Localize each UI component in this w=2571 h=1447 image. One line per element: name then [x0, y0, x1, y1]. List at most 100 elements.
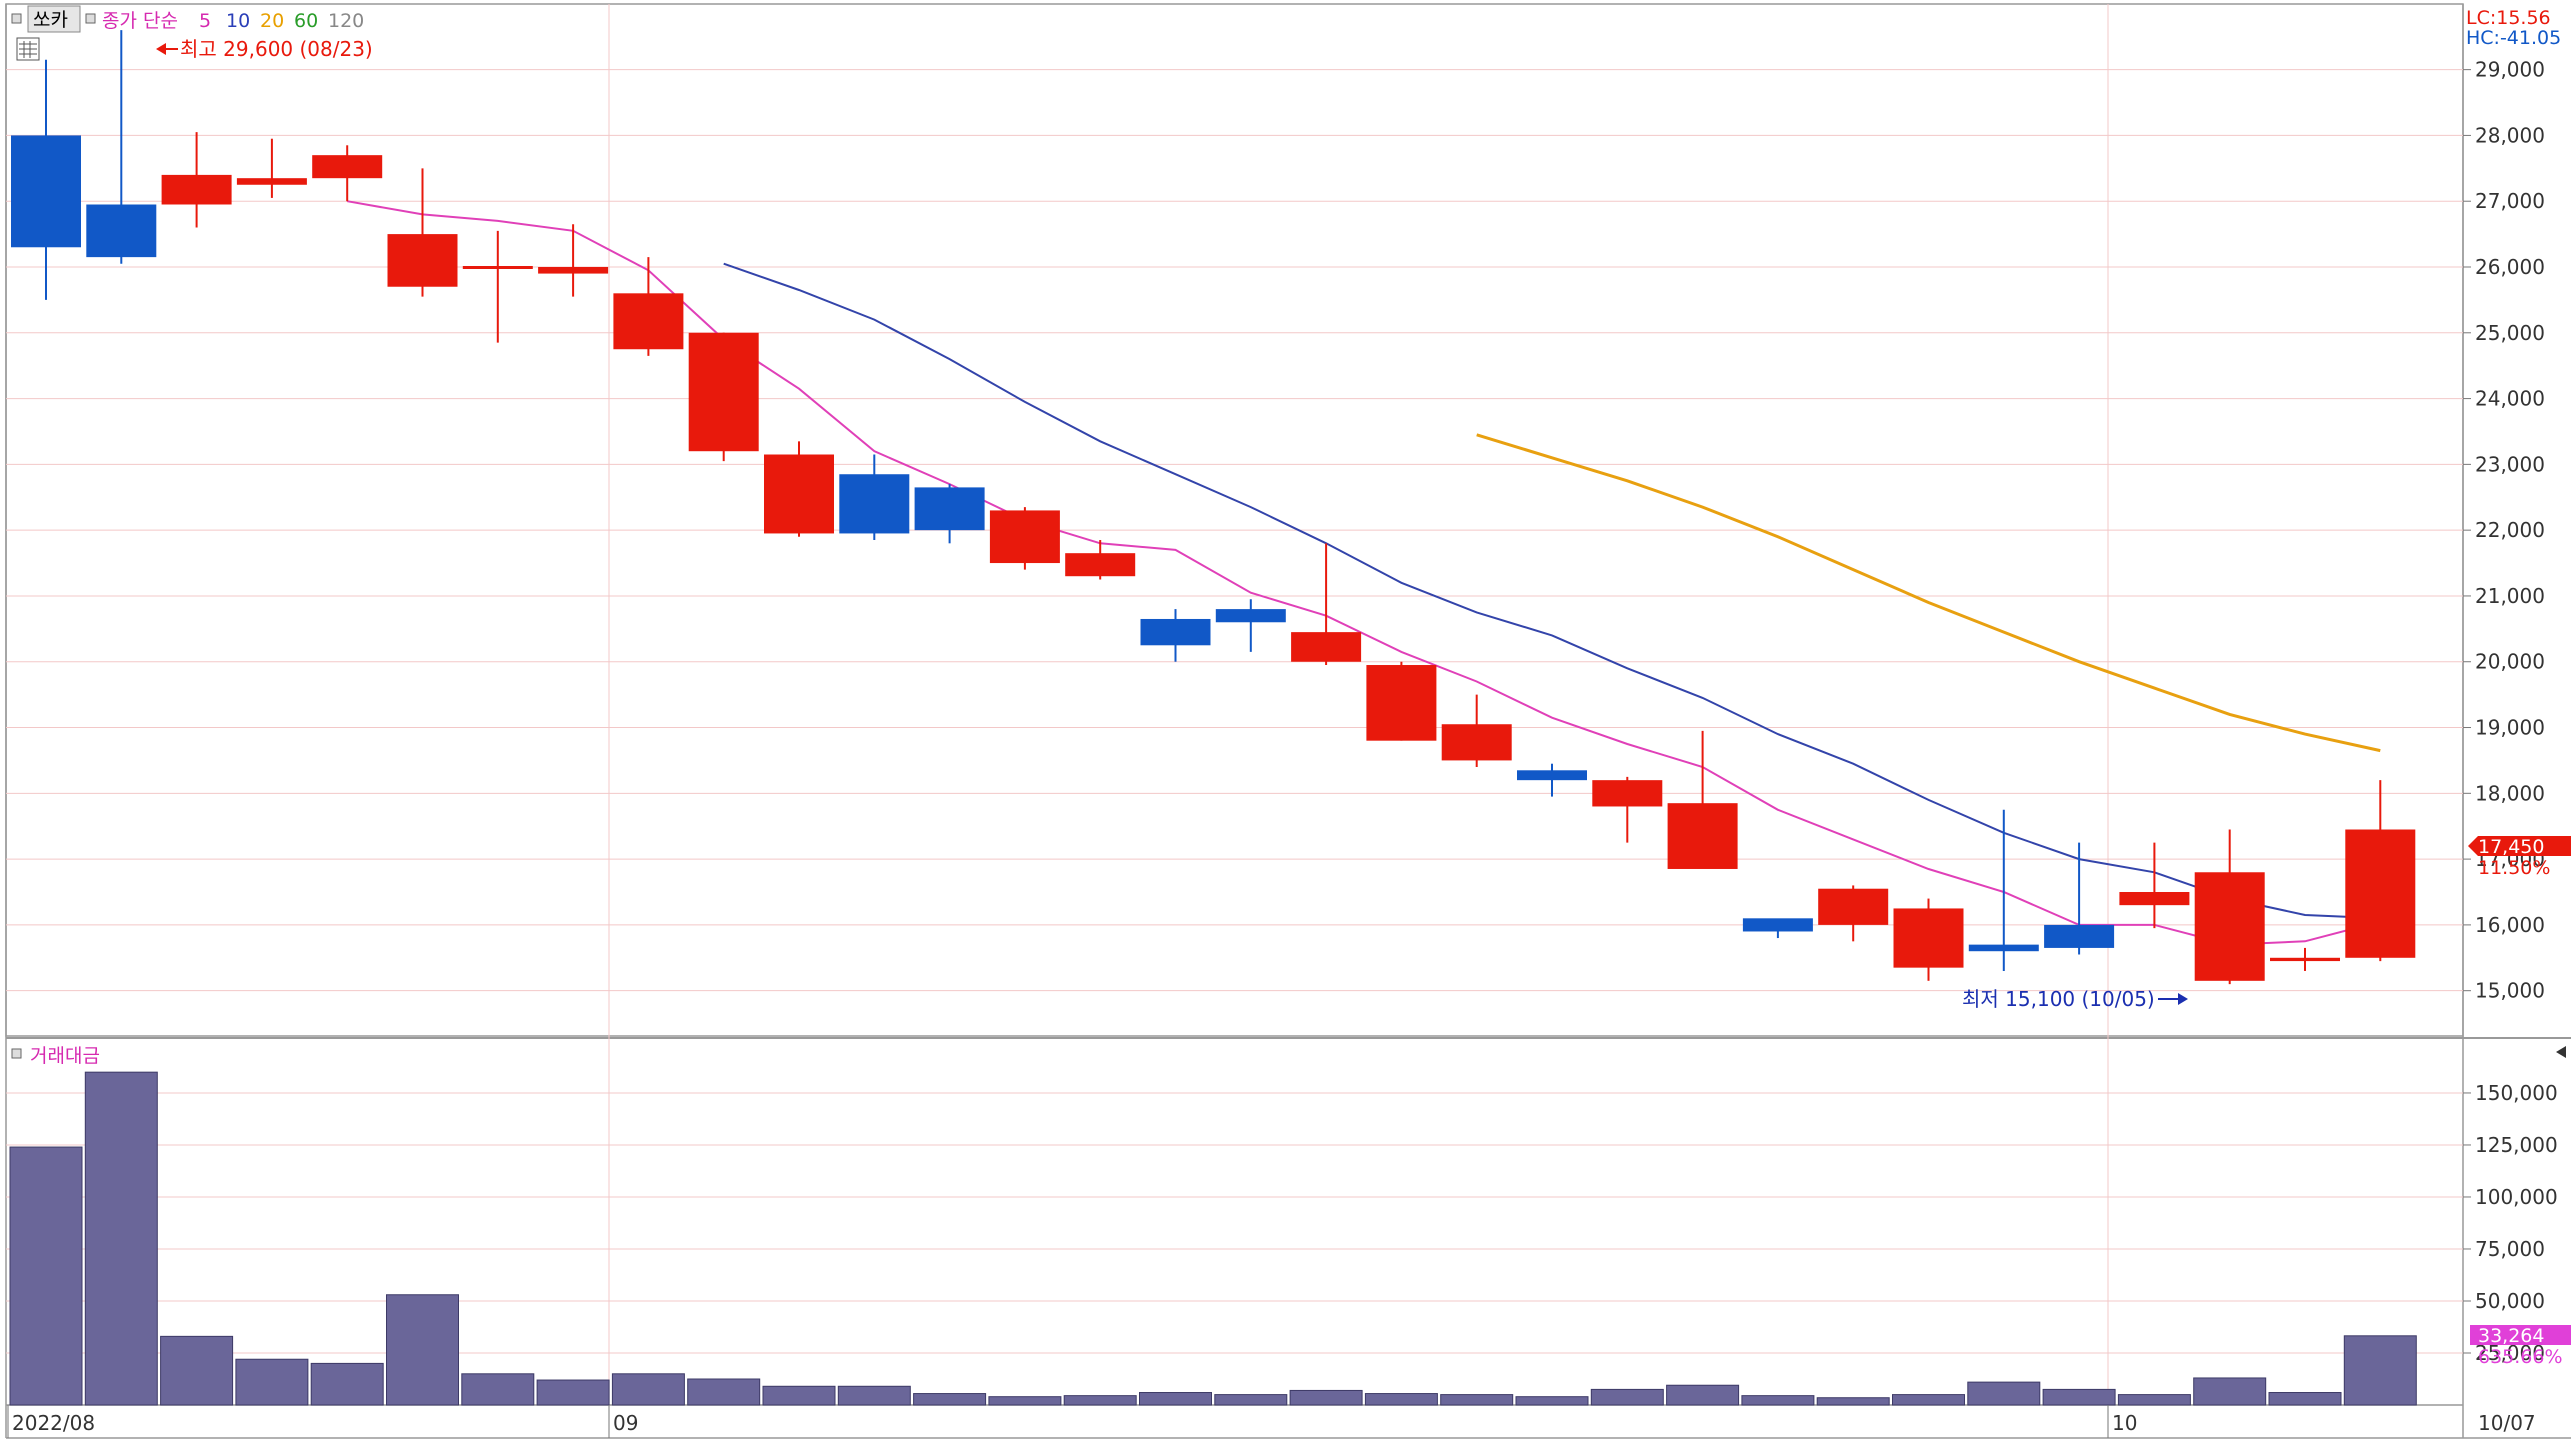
candle-body [914, 487, 985, 531]
candle [2345, 780, 2416, 962]
volume-bar [2268, 1392, 2342, 1406]
volume-value-tag: 33,264 [2470, 1325, 2571, 1347]
date-tick-label: 2022/08 [12, 1411, 95, 1435]
volume-tick-label: 125,000 [2475, 1133, 2558, 1157]
candle [2119, 842, 2190, 929]
candle [2194, 829, 2265, 985]
candle-body [11, 135, 81, 248]
volume-tick-label: 150,000 [2475, 1081, 2558, 1105]
candle-body [2119, 892, 2190, 906]
date-tick-label: 10/07 [2478, 1411, 2536, 1435]
volume-bar [1666, 1384, 1740, 1406]
volume-square-icon[interactable] [11, 1048, 22, 1059]
candle-body [312, 155, 383, 179]
volume-bar [2117, 1394, 2191, 1406]
candle-body [613, 293, 684, 350]
candle [1291, 543, 1362, 666]
candle-body [1366, 665, 1437, 741]
volume-bar [2193, 1377, 2267, 1406]
volume-tick-label: 50,000 [2475, 1289, 2545, 1313]
candle-body [989, 510, 1060, 564]
candle-body [462, 266, 533, 269]
candle-body [688, 332, 759, 452]
candle [1517, 763, 1587, 797]
volume-bar [1289, 1389, 1363, 1406]
candle [914, 484, 985, 544]
candle-body [236, 178, 307, 185]
stock-name-box[interactable]: 쏘카 [27, 5, 81, 33]
candle [2270, 947, 2340, 971]
volume-bar [1967, 1381, 2041, 1406]
price-tick-label: 16,000 [2475, 913, 2545, 937]
ma-layer [347, 200, 2381, 946]
candle-body [1441, 724, 1512, 761]
candle-body [839, 474, 910, 534]
candle [1592, 776, 1663, 843]
volume-bar [461, 1373, 535, 1406]
ma-square-icon[interactable] [85, 13, 96, 24]
candle-body [1968, 944, 2039, 952]
volume-bar [1816, 1397, 1890, 1406]
ma-period-20[interactable]: 20 [260, 10, 284, 32]
candle [11, 59, 81, 300]
volume-bar [1590, 1388, 1664, 1406]
candle-body [1742, 918, 1813, 932]
calculator-icon[interactable] [16, 37, 40, 61]
candle-body [1065, 553, 1136, 577]
volume-bar [1741, 1395, 1815, 1406]
candle [462, 230, 533, 343]
ma-period-10[interactable]: 10 [226, 10, 250, 32]
candle-body [86, 204, 157, 258]
candle [161, 132, 232, 228]
ma-title: 종가 단순 [102, 10, 178, 32]
date-tick-label: 10 [2112, 1411, 2137, 1435]
volume-pct: 635.66% [2478, 1346, 2563, 1368]
volume-bar [9, 1146, 83, 1406]
menu-square-icon[interactable] [11, 13, 22, 24]
candle [1441, 694, 1512, 767]
volume-value: 33,264 [2478, 1325, 2544, 1347]
price-tick-label: 23,000 [2475, 452, 2545, 476]
candle-body [538, 267, 609, 274]
candle-body [2270, 957, 2340, 962]
candle-body [764, 454, 834, 534]
candle [312, 145, 383, 202]
ma5-line [347, 200, 2381, 946]
volume-bar [1139, 1392, 1212, 1406]
volume-bar [762, 1385, 836, 1406]
candle-body [1893, 908, 1964, 968]
ma20-line [1476, 433, 2381, 753]
ma-period-5[interactable]: 5 [199, 10, 211, 32]
volume-bar [913, 1393, 987, 1406]
price-tick-label: 21,000 [2475, 584, 2545, 608]
ma-period-120[interactable]: 120 [328, 10, 364, 32]
price-tick-label: 29,000 [2475, 58, 2545, 82]
price-tick-label: 26,000 [2475, 255, 2545, 279]
price-tick-label: 27,000 [2475, 189, 2545, 213]
volume-bar [1892, 1394, 1965, 1406]
candle [1968, 809, 2039, 971]
volume-bar [310, 1362, 384, 1406]
candle-body [1517, 770, 1587, 781]
volume-bar [536, 1379, 610, 1406]
candle [1893, 898, 1964, 981]
volume-bar [687, 1378, 761, 1406]
high-marker: 최고 29,600 (08/23) [156, 37, 373, 61]
volume-bar [611, 1373, 685, 1406]
current-price-tag: 17,450 [2468, 836, 2571, 858]
volume-bar [1364, 1393, 1438, 1406]
collapse-triangle-icon[interactable] [2556, 1046, 2566, 1058]
volume-tick-label: 75,000 [2475, 1237, 2545, 1261]
volume-bar [988, 1396, 1062, 1406]
ma-period-60[interactable]: 60 [294, 10, 318, 32]
candle [688, 332, 759, 462]
candle-body [2194, 872, 2265, 981]
candle [1215, 599, 1286, 652]
candle [1742, 918, 1813, 939]
candle [1065, 540, 1136, 580]
candle [2044, 842, 2115, 955]
high-marker-text: 최고 29,600 (08/23) [180, 37, 373, 61]
volume-tick-label: 100,000 [2475, 1185, 2558, 1209]
right-arrow-icon [2178, 993, 2188, 1005]
